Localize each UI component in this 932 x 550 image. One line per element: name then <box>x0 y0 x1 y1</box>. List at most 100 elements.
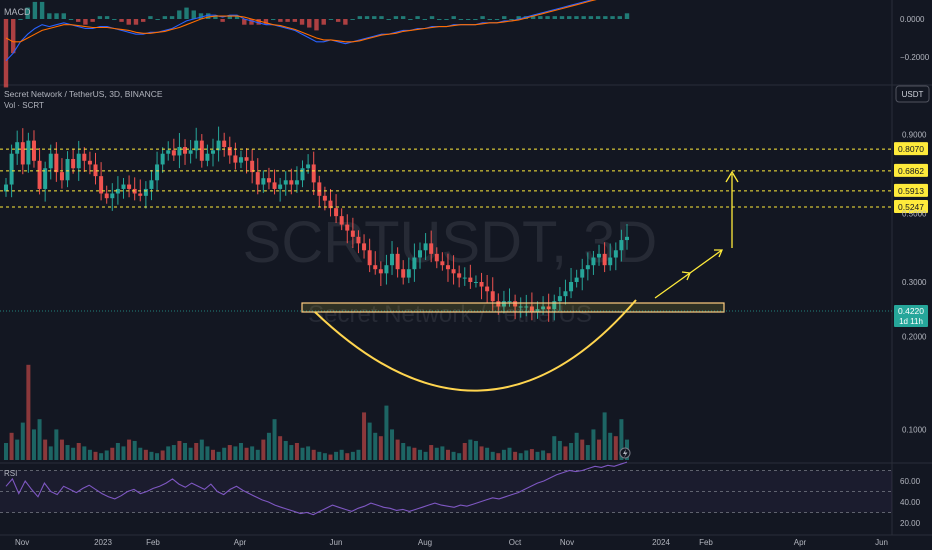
volume-bar <box>518 453 523 460</box>
candle-body <box>585 265 590 270</box>
candle-body <box>412 257 417 270</box>
macd-histogram-bar <box>169 16 175 19</box>
volume-bar <box>378 436 383 460</box>
volume-bar <box>294 443 299 460</box>
volume-bar <box>9 432 14 460</box>
candle-body <box>211 150 215 154</box>
macd-histogram-bar <box>205 13 211 19</box>
volume-label[interactable]: Vol · SCRT <box>4 101 44 110</box>
candle-body <box>311 164 316 183</box>
macd-histogram-bar <box>249 19 254 25</box>
rsi-tick-label: 40.00 <box>900 498 921 507</box>
macd-histogram-bar <box>386 19 391 20</box>
macd-histogram-bar <box>530 16 536 19</box>
volume-bar <box>289 445 294 460</box>
candle-body <box>490 291 495 302</box>
symbol-title[interactable]: Secret Network / TetherUS, 3D, BINANCE <box>4 89 163 99</box>
projection-arrows[interactable] <box>654 170 739 299</box>
candle-body <box>322 195 327 201</box>
rsi-pane[interactable]: 60.00 40.00 20.00 <box>0 461 921 528</box>
candle-body <box>557 296 562 302</box>
candle-body <box>350 230 355 237</box>
volume-bar <box>524 450 529 460</box>
macd-histogram-bar <box>559 16 565 19</box>
macd-histogram-bar <box>400 16 406 19</box>
macd-histogram-bar <box>494 19 500 20</box>
candle-body <box>602 253 607 266</box>
candle-body <box>529 306 534 312</box>
volume-bar <box>194 443 199 460</box>
volume-bar <box>496 453 501 460</box>
candle-body <box>289 180 294 185</box>
volume-bar <box>227 445 232 460</box>
volume-bar <box>300 447 305 460</box>
resistance-zone[interactable] <box>301 302 725 313</box>
currency-button[interactable] <box>895 85 930 103</box>
arrow-1[interactable] <box>654 272 691 299</box>
volume-bar <box>15 439 20 460</box>
candle-body <box>445 265 450 270</box>
candle-body <box>115 188 120 194</box>
volume-bar <box>132 440 137 460</box>
volume-bar <box>82 446 87 460</box>
candle-body <box>524 306 529 308</box>
volume-bar <box>345 453 350 460</box>
volume-bar <box>261 439 266 460</box>
candle-body <box>625 236 629 241</box>
level-value: 0.6862 <box>898 166 924 176</box>
volume-bar <box>473 440 478 460</box>
candle-body <box>457 273 462 278</box>
candles <box>4 126 629 322</box>
macd-histogram-bar <box>610 16 615 19</box>
candle-body <box>48 153 53 169</box>
time-tick-label: Jun <box>330 538 343 547</box>
candle-body <box>451 269 456 274</box>
volume-bar <box>339 449 344 460</box>
candle-body <box>429 243 434 254</box>
candle-body <box>166 150 171 154</box>
candle-body <box>580 269 585 278</box>
volume-bar <box>328 454 333 460</box>
volume-bar <box>608 432 613 460</box>
macd-pane[interactable]: 0.0000 −0.2000 <box>3 0 930 88</box>
volume-bar <box>574 432 579 460</box>
macd-label[interactable]: MACD <box>4 7 31 17</box>
candle-body <box>462 277 467 279</box>
macd-histogram-bar <box>393 16 399 19</box>
volume-bar <box>423 451 428 460</box>
arrow-2[interactable] <box>689 249 723 274</box>
volume-bar <box>462 443 467 460</box>
candle-body <box>138 193 143 196</box>
volume-bar <box>160 450 165 460</box>
macd-histogram-bar <box>379 16 384 19</box>
macd-histogram-bar <box>538 16 543 19</box>
macd-histogram-bar <box>328 19 334 20</box>
watermark-name: Secret Network / TetherUS <box>308 301 592 328</box>
level-badge <box>894 142 928 156</box>
candle-body <box>423 243 428 251</box>
candle-body <box>552 301 557 310</box>
candle-body <box>328 200 333 209</box>
cup-pattern-arc[interactable] <box>314 299 637 392</box>
price-tick-label: 0.1000 <box>902 426 927 435</box>
macd-histogram-bar <box>408 19 413 20</box>
time-tick-label: Jun <box>875 538 888 547</box>
macd-histogram-bar <box>25 7 30 19</box>
arrow-2-head <box>714 249 723 258</box>
candle-body <box>356 236 361 244</box>
level-badge <box>894 163 928 177</box>
rsi-label[interactable]: RSI <box>4 469 17 478</box>
macd-histogram-bar <box>191 10 196 19</box>
candle-body <box>479 282 484 287</box>
macd-histogram-bar <box>567 16 572 19</box>
macd-signal-line <box>5 0 597 43</box>
volume-bar <box>350 451 355 460</box>
volume-bar <box>183 443 188 460</box>
macd-histogram-bar <box>126 19 131 25</box>
volume-bar <box>580 439 585 460</box>
rsi-tick-label: 60.00 <box>900 477 921 486</box>
macd-histogram-bar <box>480 16 485 19</box>
volume-bar <box>138 447 143 460</box>
volume-bar <box>233 446 238 460</box>
